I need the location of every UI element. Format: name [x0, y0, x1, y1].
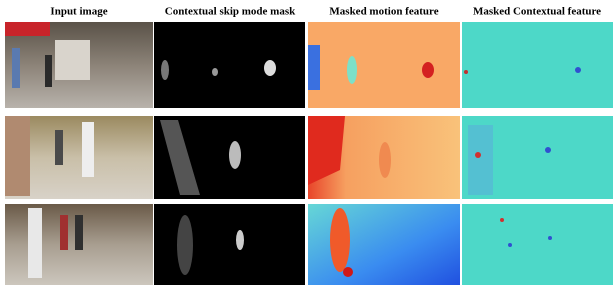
- figure: Input image Contextual skip mode mask Ma…: [0, 0, 613, 285]
- motion-blob: [343, 267, 353, 277]
- ctx-dot: [500, 218, 504, 222]
- ctx-dot: [548, 236, 552, 240]
- mask-blob: [236, 230, 244, 250]
- shop-window: [55, 40, 90, 80]
- motion-blob: [422, 62, 434, 78]
- contextual-feature: [462, 22, 613, 108]
- mask-blob: [177, 215, 193, 275]
- mask-image: [154, 204, 305, 285]
- ctx-dot: [475, 152, 481, 158]
- motion-blob: [379, 142, 391, 178]
- shop-sign: [5, 22, 50, 36]
- person: [5, 116, 30, 196]
- ctx-blob: [468, 125, 493, 195]
- person: [60, 215, 68, 250]
- mask-blob: [229, 141, 241, 169]
- person: [75, 215, 83, 250]
- ctx-dot: [508, 243, 512, 247]
- mask-blob: [264, 60, 276, 76]
- page: {"figure": {"column_headers": ["Input im…: [0, 0, 613, 285]
- column-header: Contextual skip mode mask: [165, 6, 296, 18]
- person: [12, 48, 20, 88]
- row: [5, 116, 613, 199]
- motion-blob: [308, 45, 320, 90]
- motion-blob: [330, 208, 350, 272]
- mask-blob: [212, 68, 218, 76]
- mask-image: [154, 22, 305, 108]
- person: [82, 122, 94, 177]
- ctx-dot: [464, 70, 468, 74]
- column-header: Masked Contextual feature: [473, 6, 601, 18]
- contextual-feature: [462, 204, 613, 285]
- ctx-dot: [545, 147, 551, 153]
- person: [55, 130, 63, 165]
- motion-feature: [308, 22, 460, 108]
- motion-blob: [347, 56, 357, 84]
- row: [5, 204, 613, 285]
- person: [28, 208, 42, 278]
- column-header: Input image: [50, 6, 107, 18]
- mask-blob: [161, 60, 169, 80]
- person: [45, 55, 52, 87]
- ctx-dot: [575, 67, 581, 73]
- row: [5, 22, 613, 108]
- headers: Input image Contextual skip mode mask Ma…: [50, 6, 601, 18]
- column-header: Masked motion feature: [329, 6, 438, 18]
